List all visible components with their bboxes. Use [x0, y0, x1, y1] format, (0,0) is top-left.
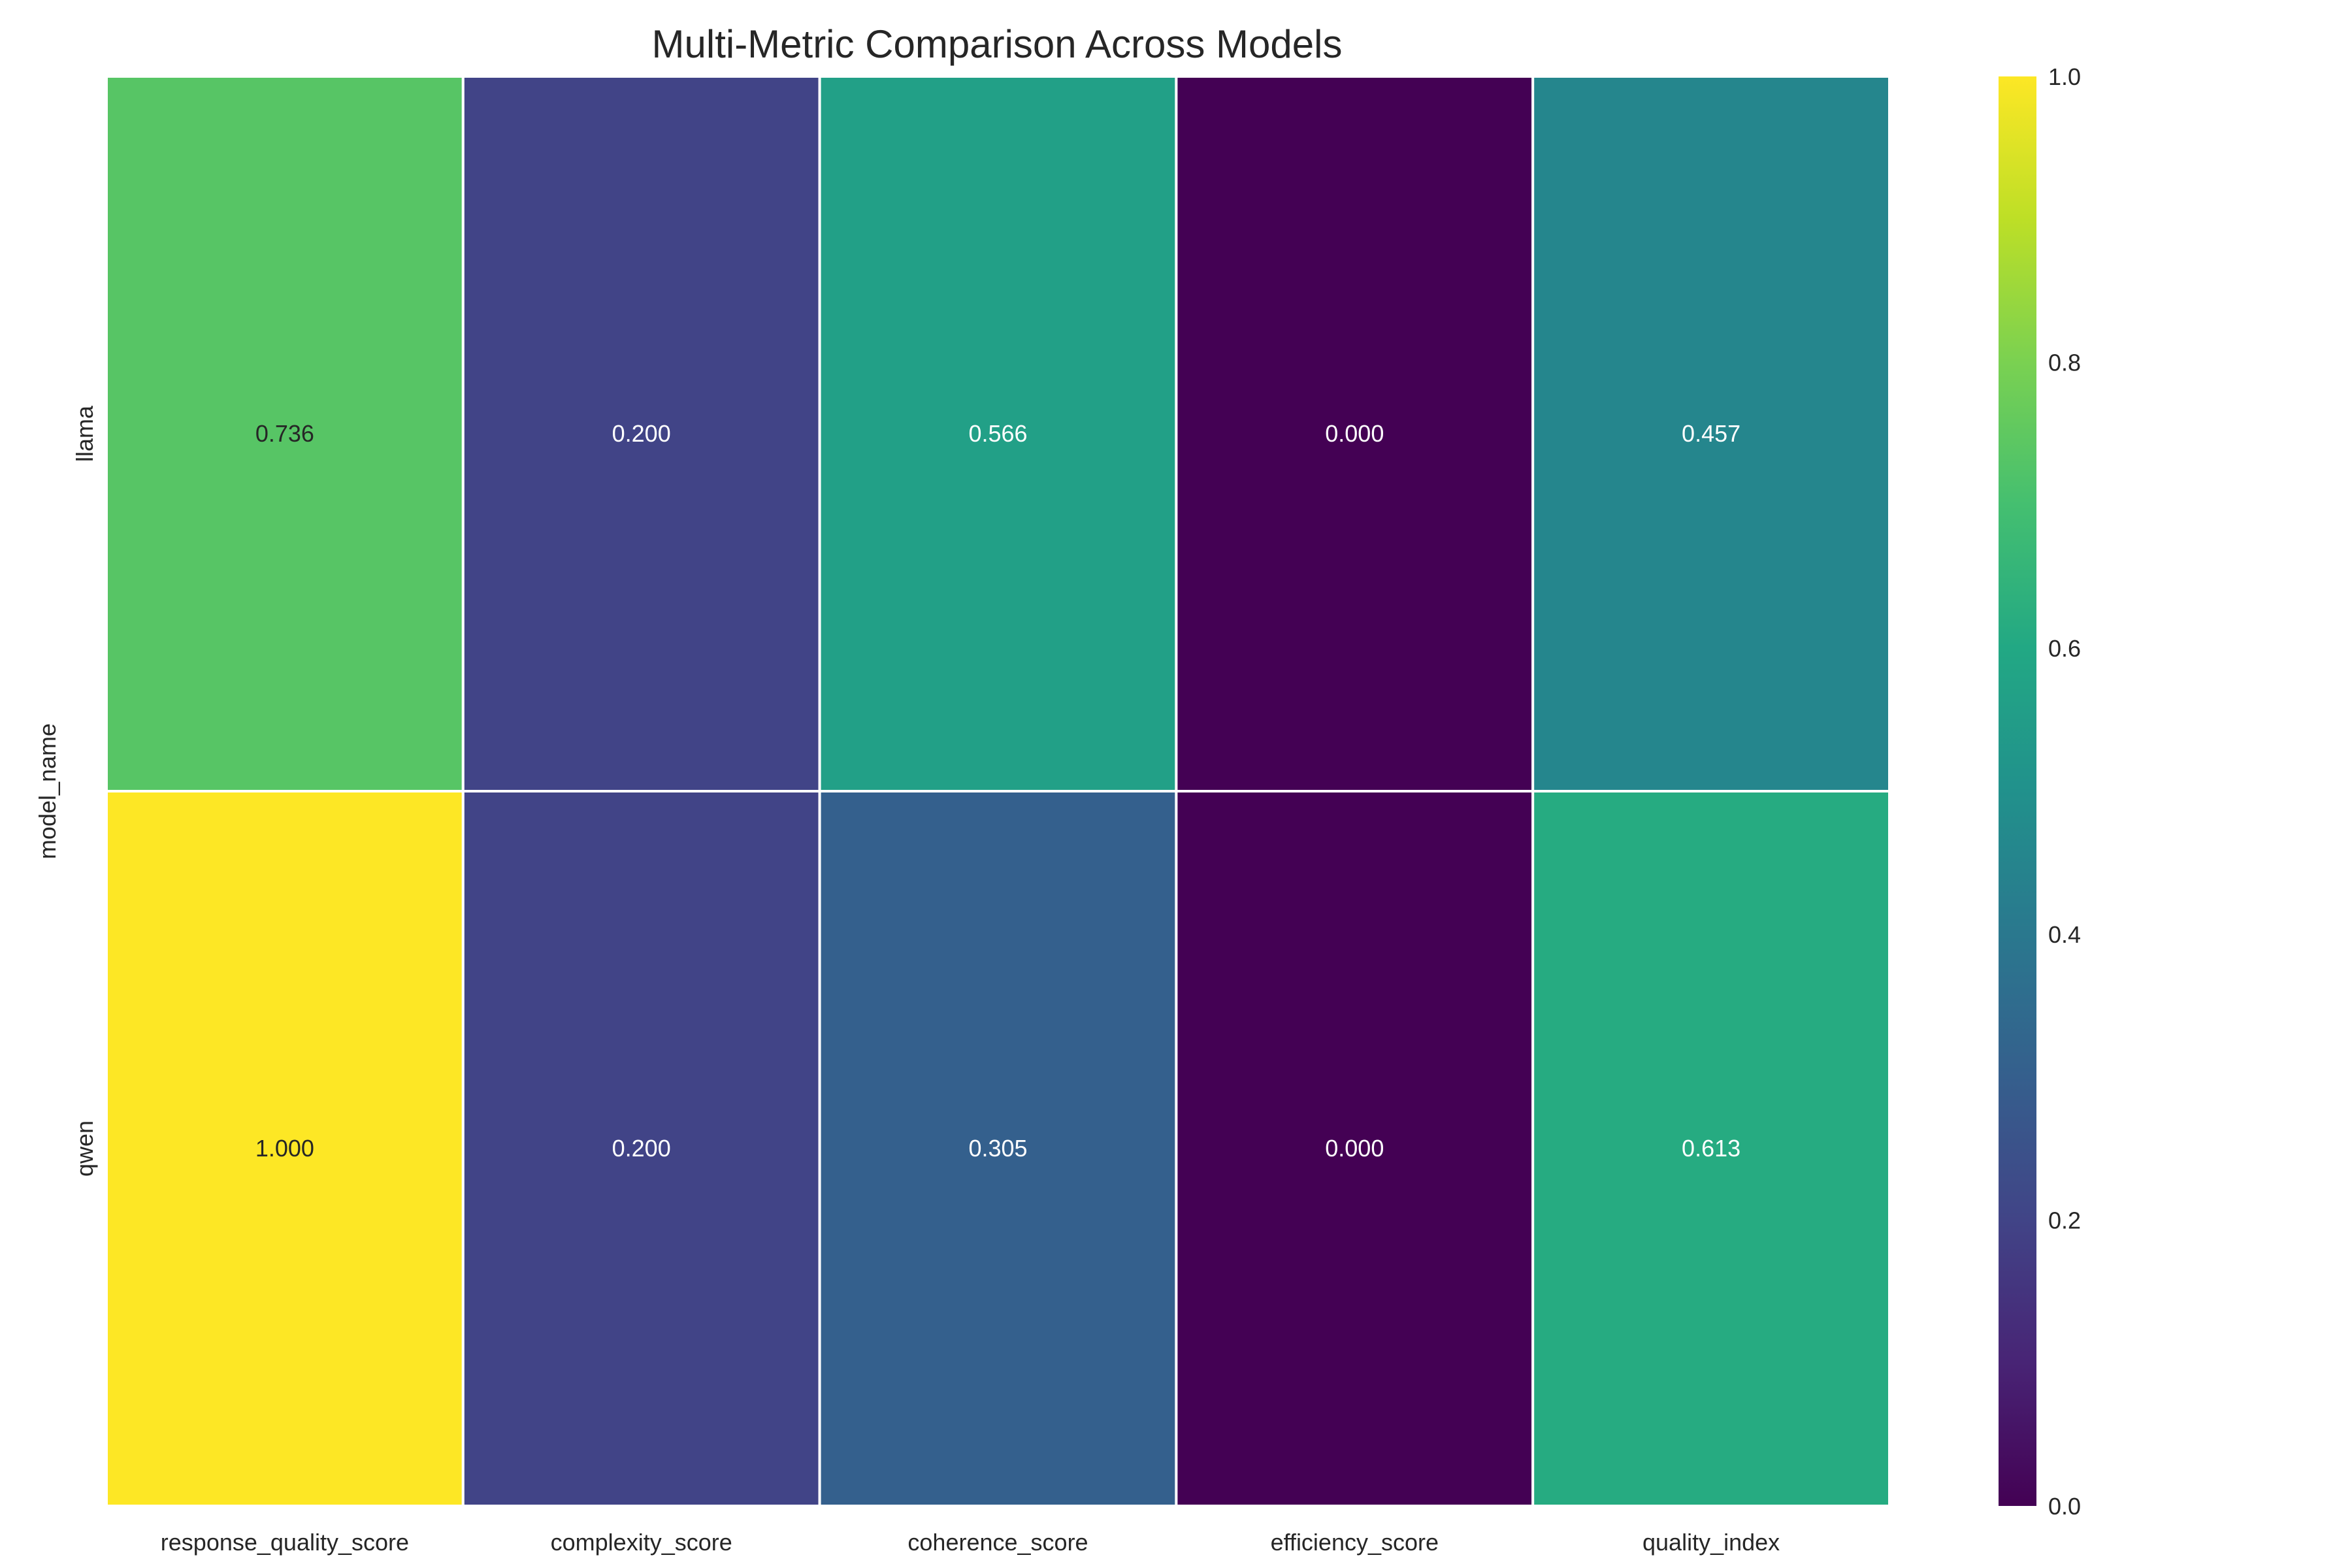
y-tick-label: llama [71, 405, 98, 462]
cell-value-label: 0.000 [1325, 420, 1384, 447]
colorbar-tick-label: 0.0 [2048, 1493, 2081, 1520]
heatmap-cell-qwen-quality_index [1531, 790, 1891, 1507]
heatmap-cell-llama-efficiency_score [1175, 75, 1535, 792]
colorbar-tick-label: 1.0 [2048, 63, 2081, 90]
x-tick-labels: response_quality_score complexity_score co… [161, 1529, 1780, 1556]
chart-title: Multi-Metric Comparison Across Models [652, 22, 1343, 66]
cell-value-labels: 0.736 0.200 0.566 0.000 0.457 1.000 0.200 0.305… [255, 420, 1740, 1162]
heatmap-cell-llama-response_quality_score [105, 75, 465, 792]
x-tick-label: response_quality_score [161, 1529, 409, 1556]
colorbar-tick-labels: 0.0 0.2 0.4 0.6 0.8 1.0 [2048, 63, 2081, 1520]
cell-value-label: 0.613 [1682, 1135, 1740, 1162]
x-tick-label: efficiency_score [1271, 1529, 1439, 1556]
colorbar-tick-label: 0.4 [2048, 921, 2081, 948]
cell-value-label: 0.000 [1325, 1135, 1384, 1162]
heatmap-cell-llama-complexity_score [461, 75, 821, 792]
cell-value-label: 0.457 [1682, 420, 1740, 447]
x-tick-label: coherence_score [907, 1529, 1088, 1556]
colorbar-tick-label: 0.6 [2048, 635, 2081, 662]
heatmap-cell-llama-coherence_score [818, 75, 1178, 792]
y-tick-label: qwen [71, 1120, 98, 1177]
colorbar-tick-label: 0.2 [2048, 1207, 2081, 1233]
colorbar: 0.0 0.2 0.4 0.6 0.8 1.0 [1999, 63, 2081, 1520]
colorbar-tick-label: 0.8 [2048, 350, 2081, 376]
heatmap-cell-qwen-complexity_score [461, 790, 821, 1507]
heatmap-cell-qwen-coherence_score [818, 790, 1178, 1507]
heatmap-cell-qwen-response_quality_score [105, 790, 465, 1507]
y-tick-labels: llama qwen [71, 405, 98, 1177]
x-tick-label: quality_index [1642, 1529, 1780, 1556]
heatmap-cells [105, 75, 1891, 1507]
cell-value-label: 0.200 [612, 1135, 671, 1162]
cell-value-label: 0.736 [255, 420, 314, 447]
y-axis-label: model_name [34, 723, 61, 859]
cell-value-label: 1.000 [255, 1135, 314, 1162]
cell-value-label: 0.566 [968, 420, 1027, 447]
cell-value-label: 0.200 [612, 420, 671, 447]
x-tick-label: complexity_score [551, 1529, 732, 1556]
cell-value-label: 0.305 [968, 1135, 1027, 1162]
heatmap-cell-qwen-efficiency_score [1175, 790, 1535, 1507]
colorbar-gradient [1999, 76, 2036, 1506]
heatmap-cell-llama-quality_index [1531, 75, 1891, 792]
